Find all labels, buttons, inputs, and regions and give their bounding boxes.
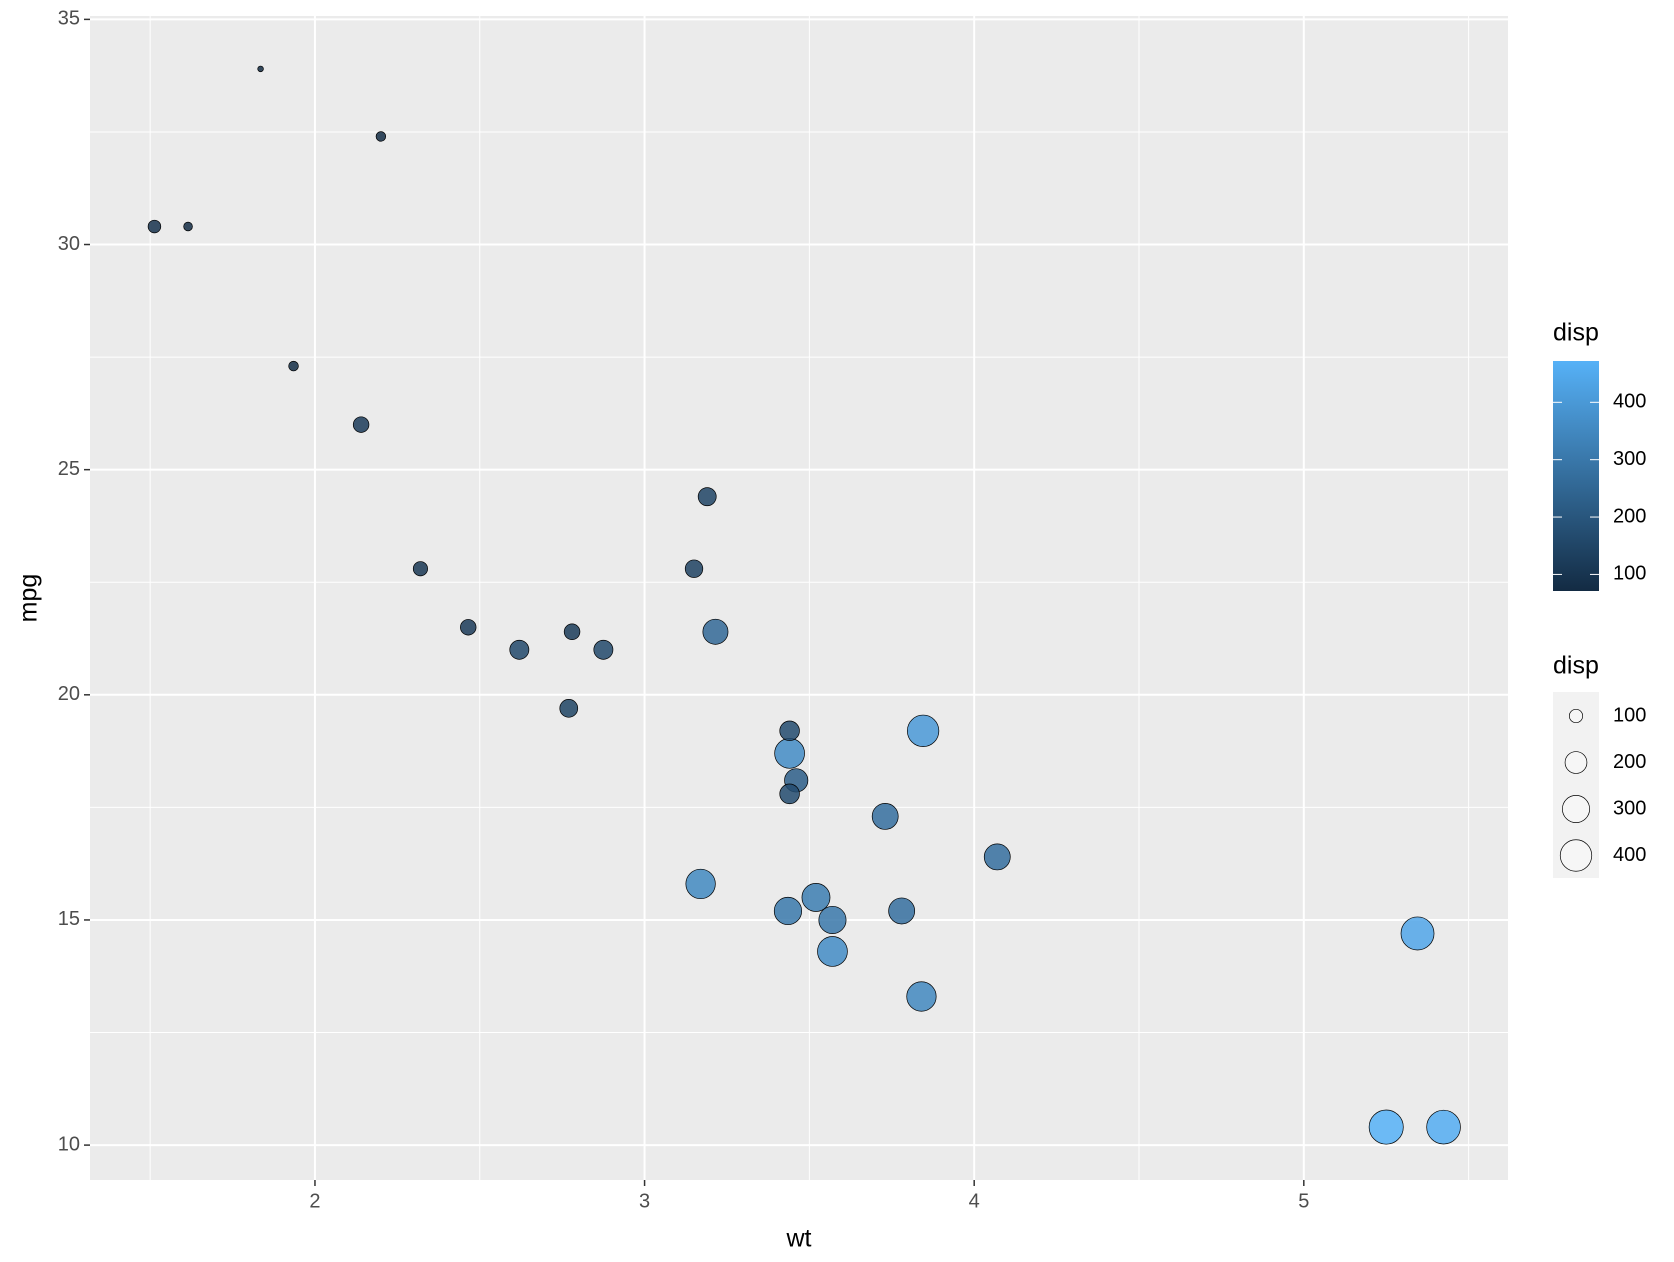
y-tick-label: 30 <box>58 233 80 255</box>
y-tick-label: 15 <box>58 908 80 930</box>
point <box>779 720 800 742</box>
y-tick-label: 35 <box>58 8 80 30</box>
point <box>559 699 579 718</box>
x-tick-label: 5 <box>1298 1190 1309 1212</box>
colorbar <box>1553 361 1599 591</box>
color-legend-title: disp <box>1553 319 1599 347</box>
point <box>779 783 800 805</box>
size-key <box>1568 708 1584 724</box>
point <box>352 416 370 433</box>
x-tick-label: 4 <box>969 1190 980 1212</box>
y-tick-label: 25 <box>58 458 80 480</box>
point <box>685 868 716 900</box>
size-label: 400 <box>1613 844 1646 866</box>
point <box>983 843 1011 871</box>
point <box>906 981 937 1012</box>
y-tick-label: 20 <box>58 683 80 705</box>
y-axis-title: mpg <box>15 574 43 623</box>
point <box>697 487 717 507</box>
size-label: 100 <box>1613 704 1646 726</box>
point <box>412 561 428 577</box>
point <box>888 897 916 925</box>
point <box>460 619 477 636</box>
colorbar-label: 300 <box>1613 448 1646 470</box>
colorbar-label: 400 <box>1613 391 1646 413</box>
size-label: 200 <box>1613 751 1646 773</box>
point <box>1368 1109 1404 1145</box>
point <box>375 131 387 142</box>
y-tick-label: 10 <box>58 1133 80 1155</box>
point <box>774 738 805 769</box>
panel <box>90 16 1508 1180</box>
point <box>818 905 847 934</box>
x-axis-title: wt <box>786 1225 812 1253</box>
size-label: 300 <box>1613 797 1646 819</box>
colorbar-label: 100 <box>1613 563 1646 585</box>
point <box>702 618 729 645</box>
point <box>1400 916 1435 951</box>
size-key <box>1562 795 1590 823</box>
point <box>906 714 940 747</box>
x-tick-label: 2 <box>309 1190 320 1212</box>
point <box>288 360 299 372</box>
point <box>257 65 264 73</box>
point <box>1426 1109 1461 1145</box>
point <box>183 221 193 232</box>
point <box>563 623 581 640</box>
x-tick-label: 3 <box>639 1190 650 1212</box>
point <box>817 936 848 967</box>
size-key <box>1559 839 1593 872</box>
size-legend-title: disp <box>1553 652 1599 680</box>
point <box>593 639 614 660</box>
point <box>684 559 704 578</box>
size-key <box>1564 751 1588 774</box>
point <box>773 896 803 926</box>
point <box>509 639 530 660</box>
colorbar-label: 200 <box>1613 505 1646 527</box>
point <box>801 883 831 912</box>
point <box>871 803 899 830</box>
point <box>147 219 162 234</box>
